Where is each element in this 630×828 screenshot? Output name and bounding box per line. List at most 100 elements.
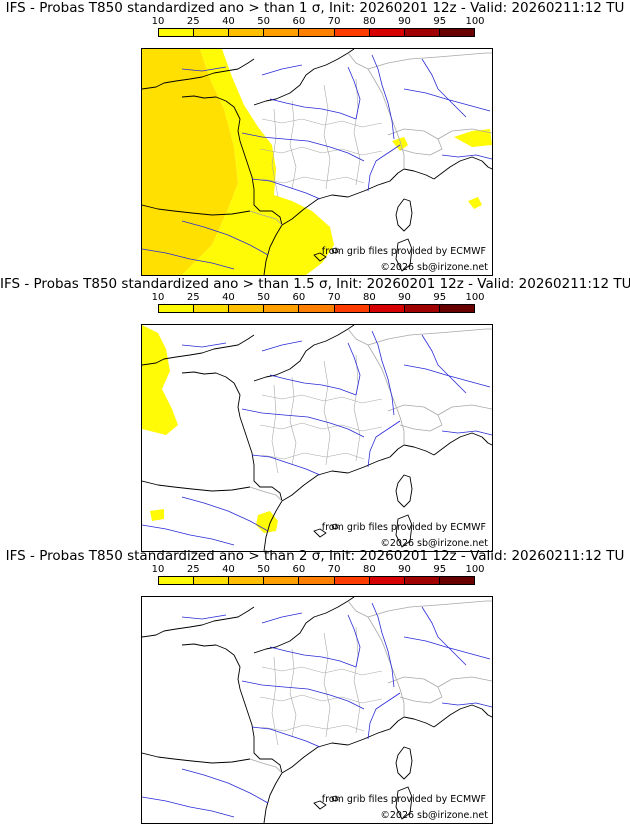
probability-fills [142, 49, 492, 275]
river-rhone [367, 692, 401, 740]
river-po [441, 430, 492, 436]
colorbar-tick-label: 70 [327, 292, 341, 303]
river-uk [181, 340, 303, 352]
coastline-spain-north [142, 204, 251, 216]
river-garonne [251, 178, 321, 200]
river-germany [403, 58, 491, 118]
river-ebro [181, 220, 269, 256]
river-ebro [181, 496, 269, 532]
border-italy-north [437, 128, 492, 140]
coastline-brittany-bay [181, 95, 283, 275]
colorbar-tick-label: 25 [186, 292, 200, 303]
prob-area-10-25-west [142, 325, 178, 435]
coastline-sardinia [395, 238, 413, 272]
colorbar-segment [299, 577, 335, 584]
river-seine [269, 646, 357, 668]
border-regions [259, 78, 383, 198]
river-rhine [371, 330, 395, 416]
colorbar-ticks: 10 25 40 50 60 70 80 90 95 100 [152, 292, 485, 304]
coastline-corsica [395, 746, 413, 780]
colorbar-segment [194, 29, 230, 36]
colorbar-segment [194, 305, 230, 312]
colorbar-tick-label: 70 [327, 564, 341, 575]
border-germany [367, 600, 492, 618]
colorbar-tick-label: 80 [362, 564, 376, 575]
colorbar-segment [439, 577, 474, 584]
border-italy-north [437, 404, 492, 416]
colorbar-segment [404, 577, 440, 584]
coastline-uk [142, 606, 255, 638]
river-tagus [142, 524, 235, 546]
coastline-corsica [395, 474, 413, 508]
colorbar-tick-label: 10 [151, 292, 165, 303]
coastline-channel-north [253, 597, 355, 654]
colorbar-tick-label: 25 [186, 16, 200, 27]
panel-1-5-sigma: IFS - Probas T850 standardized ano > tha… [0, 276, 630, 552]
river-germany [403, 606, 491, 666]
river-uk [181, 64, 303, 76]
colorbar-segment [299, 305, 335, 312]
colorbar-segment [159, 29, 195, 36]
map-canvas [142, 597, 492, 823]
coastline-brittany-bay [181, 643, 283, 823]
coastline-sardinia [395, 514, 413, 548]
river-tagus [142, 796, 235, 818]
border-regions [259, 354, 383, 474]
river-loire [241, 132, 365, 162]
river-meuse [347, 614, 361, 668]
river-garonne [251, 726, 321, 748]
map-canvas [142, 325, 492, 551]
colorbar-segment [264, 29, 300, 36]
coastline-italy [433, 156, 492, 180]
colorbar [158, 576, 475, 585]
border-france-east [347, 52, 405, 169]
colorbar-segment [404, 305, 440, 312]
coastline-balearic [313, 247, 339, 262]
prob-area-10-25-alps [392, 137, 408, 151]
border-france-east [347, 328, 405, 445]
colorbar-tick-label: 10 [151, 564, 165, 575]
colorbar-segment [439, 305, 474, 312]
source-credit: from grib files provided by ECMWF [321, 794, 486, 805]
border-regions [259, 626, 383, 746]
colorbar-segment [369, 29, 405, 36]
colorbar-segment [229, 577, 265, 584]
coastline-balearic [313, 523, 339, 538]
probability-map: from grib files provided by ECMWF ©2026 … [141, 596, 493, 824]
colorbar-tick-label: 40 [222, 564, 235, 575]
prob-area-25-40 [142, 49, 238, 275]
source-credit: from grib files provided by ECMWF [321, 522, 486, 533]
river-tagus [142, 248, 235, 270]
colorbar-tick-label: 80 [362, 16, 376, 27]
colorbar-segment [299, 29, 335, 36]
river-loire [241, 408, 365, 438]
river-po [441, 154, 492, 160]
colorbar-segment [334, 577, 370, 584]
colorbar-tick-label: 100 [465, 292, 485, 303]
colorbar-segment [264, 577, 300, 584]
colorbar-tick-label: 60 [292, 292, 306, 303]
colorbar-tick-label: 90 [398, 564, 411, 575]
border-germany [367, 328, 492, 346]
prob-area-10-25-italy [468, 197, 482, 209]
colorbar-segment [334, 29, 370, 36]
coastline-spain-north [142, 480, 251, 492]
coastline-med [281, 168, 435, 226]
colorbar-segment [264, 305, 300, 312]
colorbar-ticks: 10 25 40 50 60 70 80 90 95 100 [152, 16, 485, 28]
colorbar-tick-label: 95 [433, 292, 447, 303]
border-germany [367, 52, 492, 70]
prob-area-10-25 [182, 49, 334, 275]
colorbar-tick-label: 70 [327, 16, 341, 27]
river-ebro [181, 768, 269, 804]
border-switzerland [387, 128, 443, 156]
colorbar-segment [229, 29, 265, 36]
river-seine [269, 374, 357, 396]
coastline-corsica [395, 198, 413, 232]
map-canvas [142, 49, 492, 275]
colorbar-tick-label: 50 [257, 564, 271, 575]
river-germany [403, 334, 491, 394]
colorbar-segment [369, 305, 405, 312]
coastline-italy [433, 432, 492, 456]
colorbar-tick-label: 95 [433, 16, 447, 27]
